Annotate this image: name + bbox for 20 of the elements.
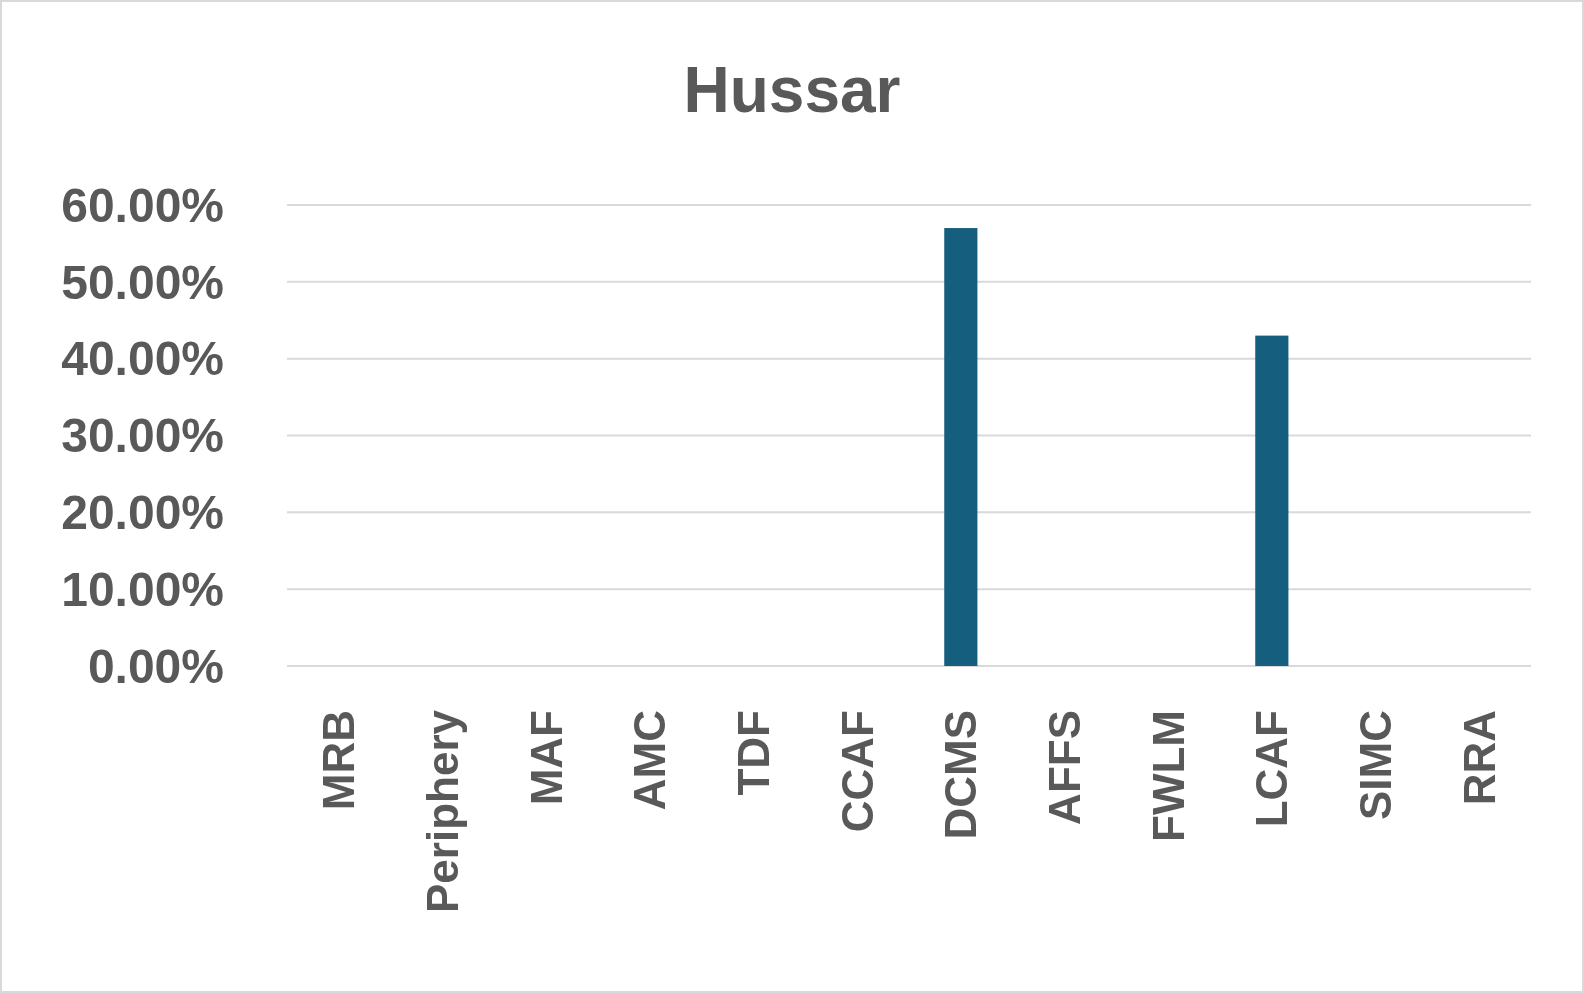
y-tick-label: 0.00%: [87, 639, 224, 693]
y-tick-label: 10.00%: [61, 562, 224, 616]
x-tick-label: AMC: [625, 710, 675, 811]
x-tick-label: Periphery: [417, 709, 467, 913]
x-tick-label: RRA: [1454, 710, 1504, 806]
y-tick-label: 30.00%: [61, 409, 224, 463]
x-tick-label: MRB: [314, 710, 364, 811]
x-tick-label: SIMC: [1350, 710, 1400, 820]
y-tick-label: 60.00%: [61, 178, 224, 232]
x-tick-label: DCMS: [936, 710, 986, 840]
chart-title: Hussar: [683, 54, 901, 126]
x-tick-label: AFFS: [1039, 710, 1089, 825]
x-tick-label: TDF: [728, 710, 778, 796]
x-tick-label: MAF: [521, 710, 571, 806]
y-tick-label: 20.00%: [61, 486, 224, 540]
x-tick-label: CCAF: [832, 710, 882, 833]
x-tick-label: LCAF: [1247, 710, 1297, 828]
y-tick-label: 50.00%: [61, 255, 224, 309]
x-tick-label: FWLM: [1143, 710, 1193, 842]
y-tick-label: 40.00%: [61, 332, 224, 386]
